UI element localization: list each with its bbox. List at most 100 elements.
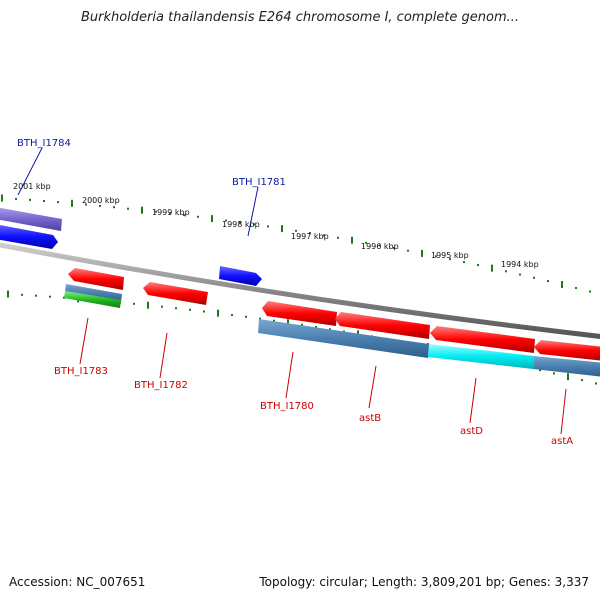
scale-label: 2001 kbp [13,182,51,191]
minor-tick [63,296,65,299]
scale-label: 1995 kbp [431,251,469,260]
gene-bth-i1783-feature[interactable] [68,268,124,290]
minor-tick [505,270,507,273]
gene-astB-red-feature[interactable] [335,312,430,339]
major-tick [351,236,353,244]
minor-tick [553,372,555,375]
genome-summary-text: Topology: circular; Length: 3,809,201 bp… [259,575,589,589]
scale-label: 2000 kbp [82,196,120,205]
gene-bth-i1780-feature[interactable] [262,301,337,326]
map-title: Burkholderia thailandensis E264 chromoso… [80,10,520,25]
scale-label: 1996 kbp [361,242,399,251]
gene-label-bth-i1782[interactable]: BTH_I1782 [134,380,188,391]
minor-tick [393,247,395,249]
major-tick [567,373,569,381]
major-tick [217,309,219,317]
major-tick [147,301,149,309]
major-tick [421,249,423,257]
reverse-strand-features [64,268,600,377]
major-tick [1,194,3,202]
accession-text: Accession: NC_007651 [9,575,146,589]
minor-tick [189,308,191,311]
minor-tick [57,201,59,204]
gene-label-astB[interactable]: astB [359,413,381,424]
gene-label-astA[interactable]: astA [551,436,573,447]
gene-label-bth-i1781[interactable]: BTH_I1781 [232,177,286,188]
major-tick [141,206,143,214]
minor-tick [99,204,101,207]
minor-tick [49,295,51,298]
gene-astA-steel-feature[interactable] [533,356,600,377]
minor-tick [267,225,269,228]
minor-tick [133,302,135,305]
minor-tick [253,223,255,226]
minor-tick [85,203,87,206]
scale-label: 1997 kbp [291,232,329,241]
gene-bth-i1780-steel-feature[interactable] [258,319,429,358]
scale-label: 1994 kbp [501,260,539,269]
gene-bth-i1784-feature[interactable] [0,207,62,231]
gene-label-bth-i1780[interactable]: BTH_I1780 [260,401,314,412]
minor-tick [161,305,163,308]
minor-tick [155,210,157,213]
minor-tick [295,229,297,232]
label-leader-lines [17,147,567,435]
minor-tick [519,273,521,276]
gene-bth-i1783-overlap-feature[interactable] [65,284,122,302]
minor-tick [379,244,381,247]
gene-labels: BTH_I1784 BTH_I1781 BTH_I1783 BTH_I1782 … [17,138,573,447]
minor-tick [245,315,247,318]
minor-tick [15,197,17,200]
minor-tick [273,319,275,322]
minor-tick [231,314,233,316]
chromosome-backbone [0,242,600,339]
gene-astD-red-feature[interactable] [430,326,535,353]
minor-tick [113,206,115,209]
gene-bth-i1783-green-feature[interactable] [64,291,121,308]
minor-tick [575,287,577,289]
gene-label-astD[interactable]: astD [460,426,483,437]
major-tick [281,225,283,233]
minor-tick [315,326,317,328]
minor-tick [169,212,171,215]
minor-tick [309,232,311,235]
minor-tick [435,255,437,258]
major-tick [71,199,73,207]
minor-tick [197,215,199,218]
scale-labels: 2001 kbp 2000 kbp 1999 kbp 1998 kbp 1997… [13,182,539,269]
minor-tick [337,236,339,239]
minor-tick [449,258,451,261]
minor-tick [259,317,261,320]
gene-bth-i1781-feature[interactable] [219,266,262,286]
gene-label-bth-i1784[interactable]: BTH_I1784 [17,138,71,149]
major-tick [561,281,563,288]
minor-tick [581,379,583,382]
gene-label-bth-i1783[interactable]: BTH_I1783 [54,366,108,377]
scale-label: 1999 kbp [152,208,190,217]
minor-tick [365,241,367,244]
major-tick [211,215,213,223]
minor-tick [547,280,549,283]
minor-tick [301,323,303,326]
forward-cds-feature[interactable] [0,224,58,249]
major-tick [287,319,289,327]
minor-tick [127,207,129,210]
minor-tick [539,369,541,372]
minor-tick [225,219,227,222]
minor-tick [175,307,177,310]
minor-tick [43,200,45,202]
gene-astA-red-feature[interactable] [534,340,600,361]
gene-astD-cyan-feature[interactable] [428,344,534,369]
minor-tick [595,382,597,385]
gene-bth-i1782-feature[interactable] [143,282,208,305]
outer-tick-ring [1,194,591,293]
major-tick [7,290,9,298]
minor-tick [323,234,325,237]
minor-tick [203,310,205,313]
forward-strand-features [0,207,262,286]
minor-tick [35,294,37,297]
minor-tick [21,293,23,296]
major-tick [491,264,493,272]
minor-tick [239,221,241,224]
